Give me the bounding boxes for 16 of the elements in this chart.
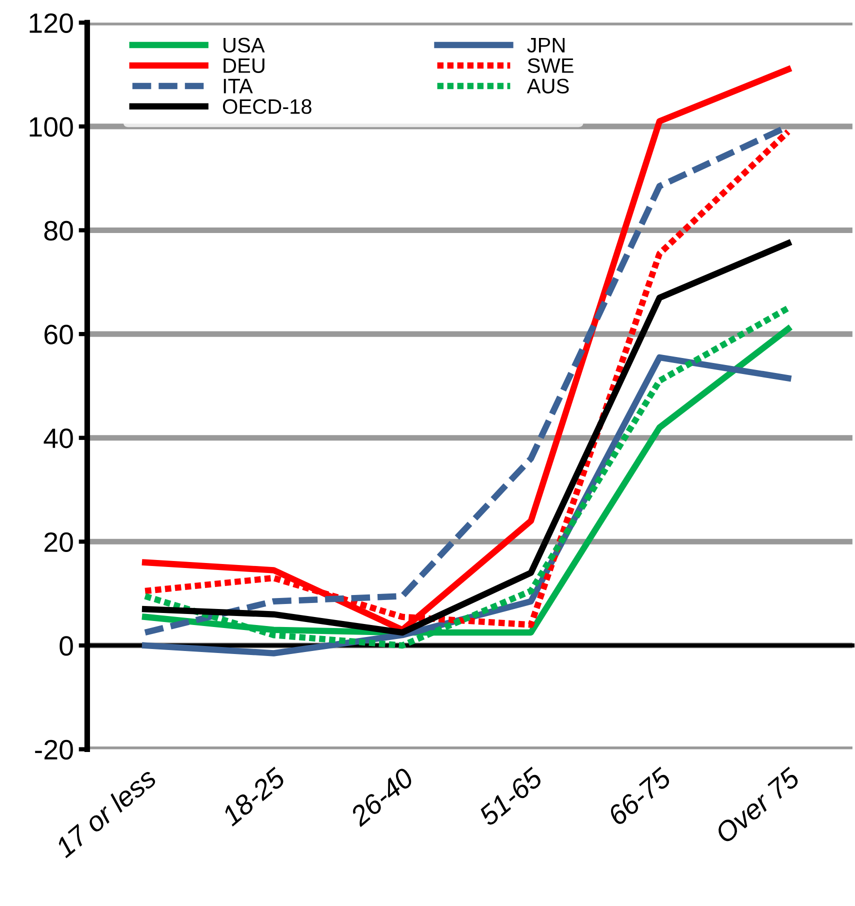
legend-label: DEU bbox=[224, 58, 264, 73]
y-tick-label: 60 bbox=[44, 324, 73, 344]
y-tick-label: -20 bbox=[35, 740, 73, 760]
y-tick-label: 100 bbox=[30, 117, 73, 137]
y-tick-label: 20 bbox=[44, 532, 73, 552]
legend-label: AUS bbox=[526, 78, 569, 94]
y-tick-label: 120 bbox=[30, 13, 73, 33]
legend-label: USA bbox=[224, 38, 265, 53]
y-tick-label: 0 bbox=[60, 636, 73, 656]
legend-label: SWE bbox=[528, 58, 574, 73]
x-tick-label: 17 or less bbox=[53, 766, 158, 858]
legend-label: OECD-18 bbox=[222, 99, 312, 114]
legend-label: JPN bbox=[527, 38, 565, 53]
y-tick-label: 80 bbox=[44, 220, 73, 241]
y-tick-label: 40 bbox=[44, 428, 73, 448]
legend-label: ITA bbox=[224, 78, 253, 94]
